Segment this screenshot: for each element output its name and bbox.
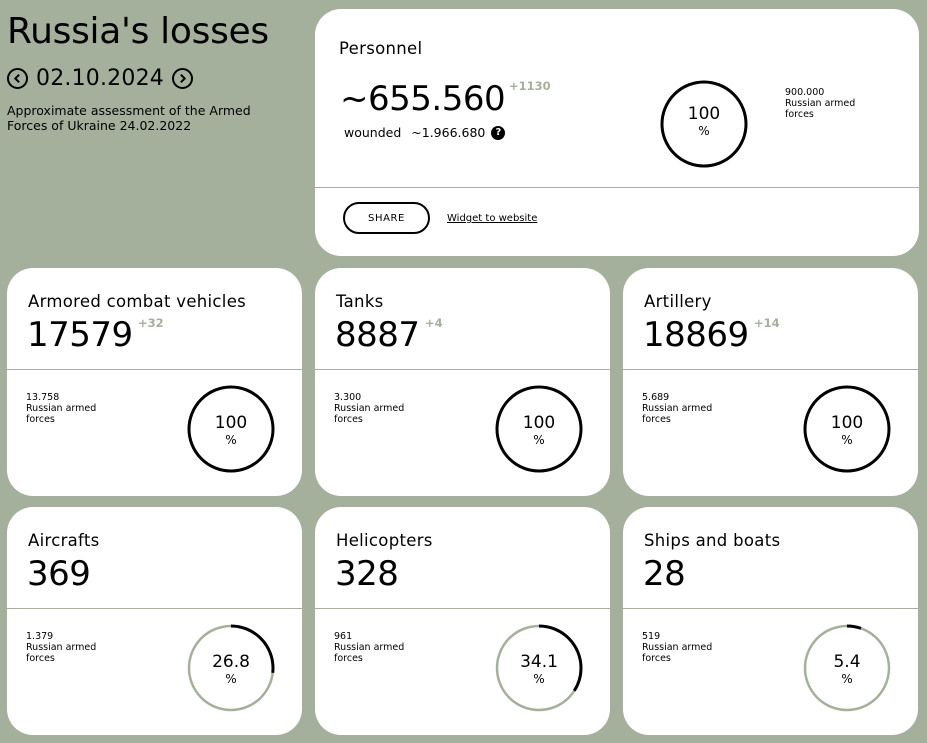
ships-percent-value: 5.4 [833, 652, 861, 672]
date-navigator: 02.10.2024 [7, 64, 307, 92]
helicopters-card: Helicopters 328 961 Russian armed forces… [315, 507, 610, 735]
personnel-percent-unit: % [698, 124, 710, 138]
tanks-percent-value: 100 [522, 413, 556, 433]
ships-card: Ships and boats 28 519 Russian armed for… [623, 507, 918, 735]
progress-ring-svg [495, 385, 583, 473]
armored-vehicles-ref-value: 13.758 [26, 392, 60, 403]
armored-vehicles-card: Armored combat vehicles 17579 +32 13.758… [7, 268, 302, 496]
personnel-ref-label: Russian armed forces [785, 98, 856, 120]
personnel-title: Personnel [339, 39, 423, 58]
armored-vehicles-title: Armored combat vehicles [28, 292, 247, 311]
card-divider [7, 608, 302, 609]
card-divider [315, 608, 610, 609]
personnel-ref-value: 900.000 [785, 87, 825, 98]
aircrafts-percent-value: 26.8 [212, 652, 250, 672]
ring-progress [660, 80, 748, 168]
header: Russia's losses 02.10.2024 Approximate a… [7, 10, 307, 133]
aircrafts-value: 369 [27, 554, 91, 594]
armored-vehicles-delta: +32 [138, 316, 164, 330]
progress-ring-svg [187, 385, 275, 473]
tanks-percent-unit: % [533, 433, 545, 447]
armored-vehicles-percent-value: 100 [214, 413, 248, 433]
artillery-percent-value: 100 [830, 413, 864, 433]
helicopters-percent-value: 34.1 [520, 652, 558, 672]
current-date: 02.10.2024 [36, 65, 164, 91]
card-divider [7, 369, 302, 370]
card-divider [315, 187, 919, 188]
aircrafts-ref-label: Russian armed forces [26, 642, 97, 664]
ring-progress [803, 385, 891, 473]
ships-value: 28 [643, 554, 686, 594]
card-divider [315, 369, 610, 370]
artillery-title: Artillery [644, 292, 712, 311]
page-title: Russia's losses [7, 11, 269, 52]
helicopters-title: Helicopters [336, 531, 433, 550]
share-button[interactable]: SHARE [343, 202, 430, 234]
progress-ring-svg [187, 624, 275, 712]
aircrafts-card: Aircrafts 369 1.379 Russian armed forces… [7, 507, 302, 735]
personnel-percent-ring: 100 % [660, 80, 748, 168]
card-divider [623, 608, 918, 609]
ships-ref-label: Russian armed forces [642, 642, 713, 664]
artillery-ref-value: 5.689 [642, 392, 670, 403]
progress-ring-svg [660, 80, 748, 168]
personnel-card: Personnel ~655.560 +1130 wounded ~1.966.… [315, 9, 919, 256]
help-icon[interactable]: ? [491, 125, 506, 140]
artillery-card: Artillery 18869 +14 5.689 Russian armed … [623, 268, 918, 496]
aircrafts-title: Aircrafts [28, 531, 100, 550]
tanks-value: 8887 [335, 315, 420, 355]
artillery-value: 18869 [643, 315, 749, 355]
armored-vehicles-percent-unit: % [225, 433, 237, 447]
wounded-label: wounded [344, 125, 402, 140]
ring-progress [187, 385, 275, 473]
helicopters-ref-value: 961 [334, 631, 353, 642]
tanks-percent-ring: 100 % [495, 385, 583, 473]
next-date-button[interactable] [171, 67, 193, 89]
ring-progress [495, 385, 583, 473]
progress-ring-svg [803, 385, 891, 473]
progress-ring-svg [495, 624, 583, 712]
chevron-left-icon [13, 73, 20, 83]
card-divider [623, 369, 918, 370]
tanks-card: Tanks 8887 +4 3.300 Russian armed forces… [315, 268, 610, 496]
wounded-value: ~1.966.680 [411, 125, 486, 140]
ships-percent-unit: % [841, 672, 853, 686]
helicopters-percent-unit: % [533, 672, 545, 686]
page-subtitle: Approximate assessment of the Armed Forc… [7, 103, 251, 133]
armored-vehicles-value: 17579 [27, 315, 133, 355]
ring-progress [495, 624, 583, 712]
tanks-delta: +4 [425, 316, 443, 330]
helicopters-percent-ring: 34.1 % [495, 624, 583, 712]
helicopters-ref-label: Russian armed forces [334, 642, 405, 664]
personnel-delta: +1130 [509, 79, 551, 93]
artillery-percent-unit: % [841, 433, 853, 447]
wounded-row: wounded ~1.966.680 ? [344, 125, 506, 140]
armored-vehicles-percent-ring: 100 % [187, 385, 275, 473]
ring-progress [187, 624, 275, 712]
helicopters-value: 328 [335, 554, 399, 594]
tanks-ref-value: 3.300 [334, 392, 362, 403]
prev-date-button[interactable] [7, 67, 28, 89]
aircrafts-ref-value: 1.379 [26, 631, 54, 642]
aircrafts-percent-ring: 26.8 % [187, 624, 275, 712]
artillery-ref-label: Russian armed forces [642, 403, 713, 425]
tanks-title: Tanks [336, 292, 384, 311]
ships-title: Ships and boats [644, 531, 781, 550]
artillery-delta: +14 [754, 316, 780, 330]
ring-progress [803, 624, 891, 712]
ships-percent-ring: 5.4 % [803, 624, 891, 712]
personnel-percent-value: 100 [687, 104, 721, 124]
aircrafts-percent-unit: % [225, 672, 237, 686]
armored-vehicles-ref-label: Russian armed forces [26, 403, 97, 425]
artillery-percent-ring: 100 % [803, 385, 891, 473]
widget-link[interactable]: Widget to website [447, 213, 538, 224]
tanks-ref-label: Russian armed forces [334, 403, 405, 425]
progress-ring-svg [803, 624, 891, 712]
ships-ref-value: 519 [642, 631, 661, 642]
chevron-right-icon [180, 73, 187, 83]
personnel-value: ~655.560 [340, 79, 506, 119]
